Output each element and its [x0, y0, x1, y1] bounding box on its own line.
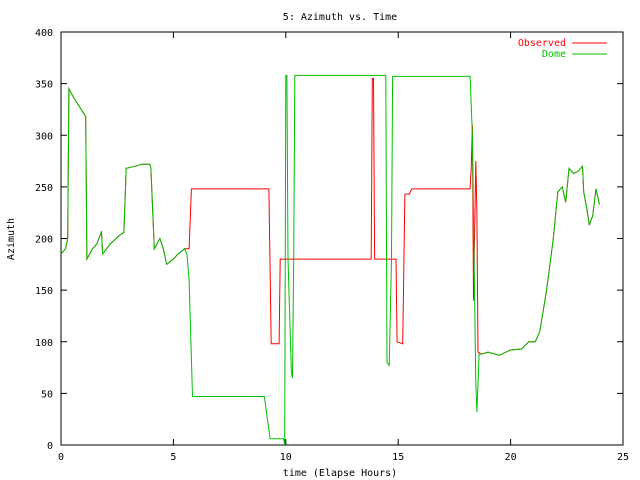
- x-axis-label: time (Elapse Hours): [283, 468, 397, 479]
- chart-title: 5: Azimuth vs. Time: [283, 12, 397, 23]
- x-tick-label: 20: [505, 452, 517, 463]
- x-tick-label: 15: [392, 452, 404, 463]
- y-tick-label: 100: [35, 338, 53, 349]
- y-tick-label: 50: [41, 389, 53, 400]
- x-tick-label: 25: [617, 452, 629, 463]
- y-tick-label: 150: [35, 286, 53, 297]
- y-tick-label: 350: [35, 80, 53, 91]
- series-layer: [60, 74, 600, 446]
- y-tick-label: 400: [35, 28, 53, 39]
- y-axis-label: Azimuth: [6, 218, 17, 260]
- y-tick-label: 250: [35, 183, 53, 194]
- legend-label-observed: Observed: [518, 38, 566, 49]
- series-line-dome: [60, 74, 600, 446]
- plot-frame: [60, 31, 624, 446]
- y-tick-label: 200: [35, 235, 53, 246]
- x-tick-label: 5: [170, 452, 176, 463]
- y-tick-label: 300: [35, 131, 53, 142]
- legend-label-dome: Dome: [542, 49, 566, 60]
- x-tick-label: 0: [58, 452, 64, 463]
- y-tick-label: 0: [47, 441, 53, 452]
- x-tick-label: 10: [280, 452, 292, 463]
- series-line-observed: [60, 78, 600, 356]
